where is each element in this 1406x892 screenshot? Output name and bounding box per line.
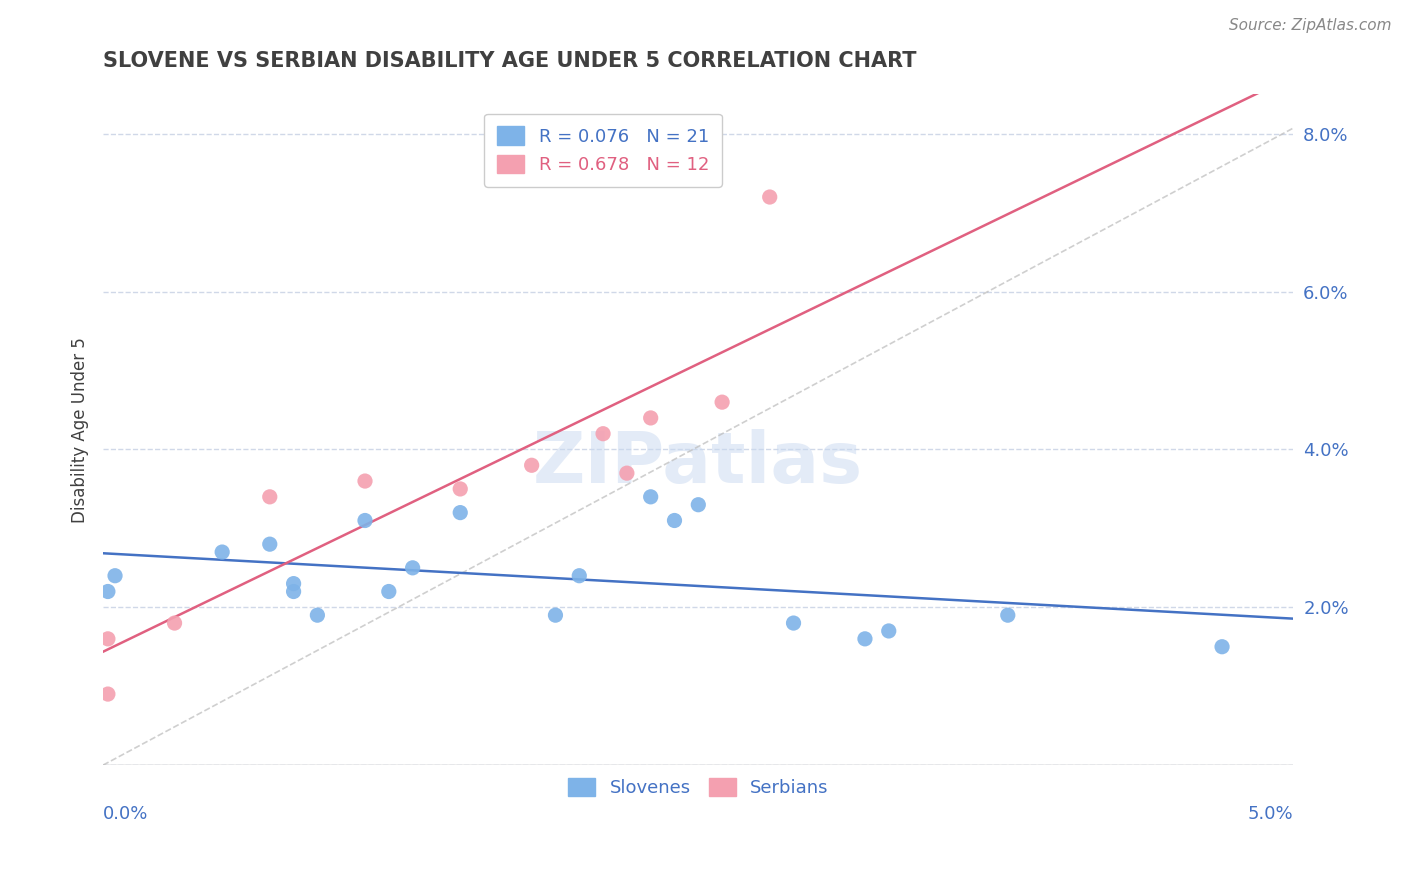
Point: [1211, 640, 1233, 654]
Point: [853, 632, 876, 646]
Point: [568, 568, 591, 582]
Point: [354, 514, 377, 528]
Point: [616, 466, 638, 480]
Point: [640, 411, 662, 425]
Point: [997, 608, 1019, 623]
Point: [283, 584, 305, 599]
Point: [211, 545, 233, 559]
Point: [520, 458, 543, 473]
Text: 5.0%: 5.0%: [1249, 805, 1294, 822]
Point: [97, 687, 120, 701]
Point: [664, 514, 686, 528]
Point: [877, 624, 900, 638]
Text: 0.0%: 0.0%: [103, 805, 149, 822]
Point: [97, 632, 120, 646]
Point: [354, 474, 377, 488]
Text: Source: ZipAtlas.com: Source: ZipAtlas.com: [1229, 18, 1392, 33]
Point: [283, 576, 305, 591]
Point: [711, 395, 734, 409]
Point: [163, 616, 186, 631]
Point: [449, 482, 471, 496]
Point: [544, 608, 567, 623]
Point: [401, 561, 423, 575]
Point: [758, 190, 780, 204]
Text: SLOVENE VS SERBIAN DISABILITY AGE UNDER 5 CORRELATION CHART: SLOVENE VS SERBIAN DISABILITY AGE UNDER …: [103, 51, 917, 70]
Point: [688, 498, 710, 512]
Point: [307, 608, 329, 623]
Point: [640, 490, 662, 504]
Point: [449, 506, 471, 520]
Point: [97, 584, 120, 599]
Y-axis label: Disability Age Under 5: Disability Age Under 5: [72, 337, 89, 523]
Point: [782, 616, 804, 631]
Text: ZIPatlas: ZIPatlas: [533, 429, 863, 498]
Legend: Slovenes, Serbians: Slovenes, Serbians: [555, 765, 841, 810]
Point: [259, 490, 281, 504]
Point: [378, 584, 401, 599]
Point: [259, 537, 281, 551]
Point: [592, 426, 614, 441]
Point: [104, 568, 127, 582]
